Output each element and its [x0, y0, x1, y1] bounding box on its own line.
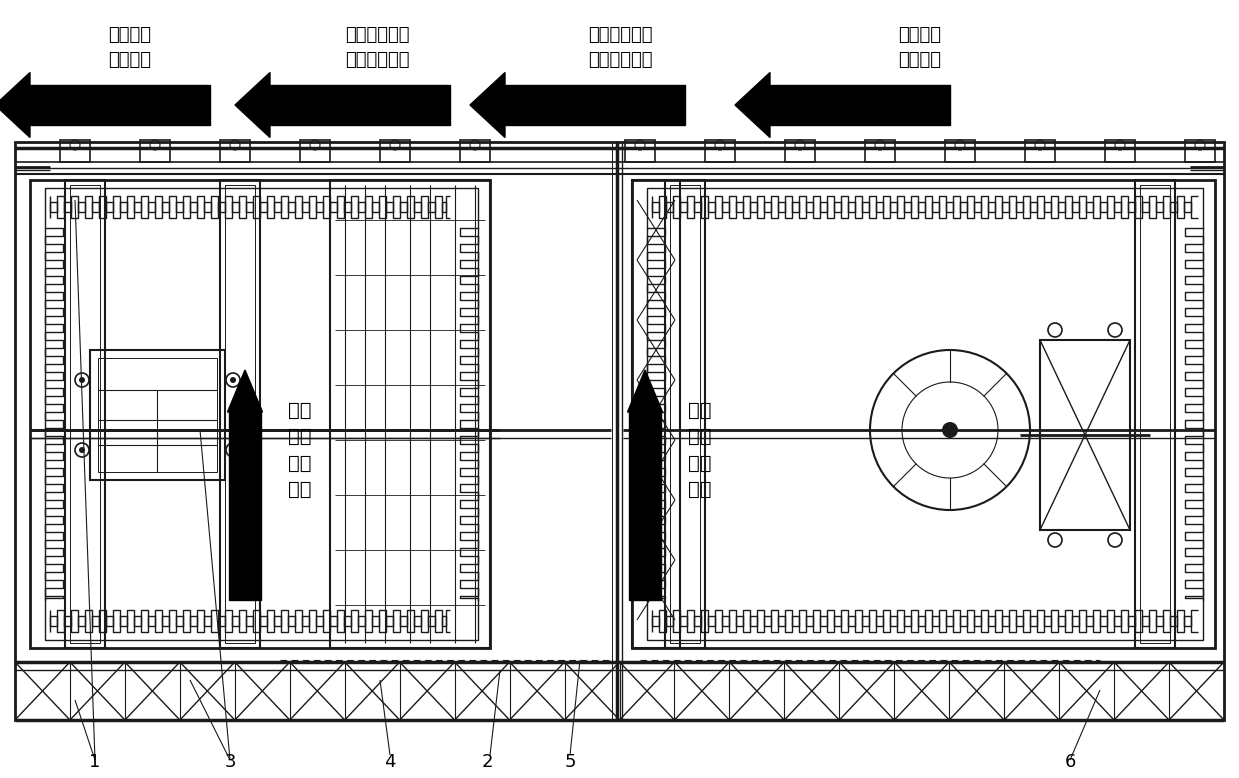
Bar: [506, 85, 685, 125]
Circle shape: [230, 377, 235, 383]
Polygon shape: [0, 72, 30, 138]
Circle shape: [79, 377, 85, 383]
Bar: [1025, 140, 1054, 162]
Bar: [225, 185, 255, 643]
Bar: [90, 350, 225, 480]
Polygon shape: [735, 72, 769, 138]
Polygon shape: [470, 72, 506, 138]
Circle shape: [230, 447, 235, 453]
Bar: [140, 140, 170, 162]
Circle shape: [79, 447, 85, 453]
Bar: [98, 358, 217, 472]
Bar: [632, 180, 680, 648]
Bar: [380, 140, 410, 162]
Bar: [865, 140, 895, 162]
Bar: [945, 140, 975, 162]
Text: 2: 2: [481, 753, 493, 771]
Bar: [64, 180, 105, 648]
Text: 1: 1: [89, 753, 100, 771]
Bar: [59, 140, 90, 162]
Text: 沿短
边盖
盖保
水膜: 沿短 边盖 盖保 水膜: [688, 401, 711, 499]
Bar: [1140, 185, 1170, 643]
Bar: [769, 85, 950, 125]
Bar: [629, 412, 660, 600]
Polygon shape: [235, 72, 270, 138]
Bar: [1135, 180, 1175, 648]
Text: 覆膜机沿
长边行走: 覆膜机沿 长边行走: [898, 26, 942, 68]
Text: 排振根据步距
行走插入振据: 排振根据步距 行走插入振据: [344, 26, 409, 68]
Text: 5: 5: [564, 753, 576, 771]
Polygon shape: [228, 370, 263, 412]
Bar: [221, 140, 250, 162]
Text: 3: 3: [224, 753, 235, 771]
Bar: [1040, 340, 1130, 530]
Bar: [69, 185, 100, 643]
Bar: [632, 180, 1215, 648]
Polygon shape: [627, 370, 663, 412]
Circle shape: [942, 422, 958, 438]
Bar: [665, 180, 705, 648]
Bar: [300, 140, 330, 162]
Bar: [624, 140, 655, 162]
Bar: [15, 142, 1224, 720]
Bar: [786, 140, 815, 162]
Text: 布料机沿
长边行走: 布料机沿 长边行走: [109, 26, 151, 68]
Text: 6: 6: [1064, 753, 1075, 771]
Text: 布料
斗沿
短边
布料: 布料 斗沿 短边 布料: [289, 401, 312, 499]
Bar: [705, 140, 735, 162]
Bar: [45, 188, 478, 640]
Bar: [670, 185, 700, 643]
Bar: [30, 85, 209, 125]
Bar: [1105, 140, 1135, 162]
Bar: [30, 180, 489, 648]
Bar: [330, 180, 489, 648]
Text: 4: 4: [384, 753, 395, 771]
Bar: [229, 412, 260, 600]
Text: 平振沿长边行
走全断面整平: 平振沿长边行 走全断面整平: [587, 26, 652, 68]
Bar: [1184, 140, 1215, 162]
Bar: [647, 188, 1203, 640]
Bar: [270, 85, 450, 125]
Bar: [460, 140, 489, 162]
Bar: [221, 180, 260, 648]
